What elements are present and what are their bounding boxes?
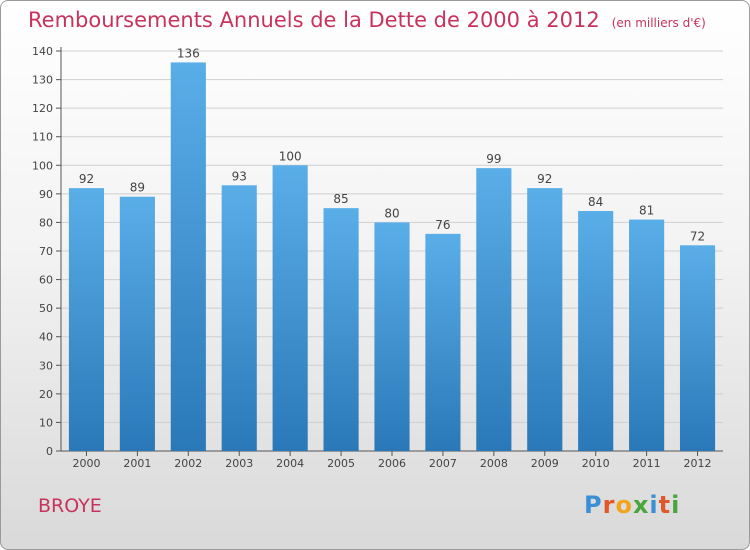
y-tick-label: 20 bbox=[39, 388, 53, 401]
y-tick-label: 80 bbox=[39, 216, 53, 229]
bar-value-label: 99 bbox=[486, 152, 501, 166]
bar bbox=[170, 62, 206, 452]
x-tick-label: 2009 bbox=[531, 457, 559, 470]
bar bbox=[476, 168, 512, 451]
bar bbox=[323, 208, 359, 451]
bar-value-label: 92 bbox=[537, 172, 552, 186]
bar-value-label: 84 bbox=[588, 195, 603, 209]
y-tick-label: 110 bbox=[32, 131, 53, 144]
x-tick-label: 2001 bbox=[123, 457, 151, 470]
bar bbox=[629, 219, 665, 451]
logo-letter: x bbox=[632, 491, 650, 519]
logo-letter: o bbox=[615, 491, 633, 519]
y-tick-label: 70 bbox=[39, 245, 53, 258]
x-tick-label: 2004 bbox=[276, 457, 304, 470]
bar bbox=[578, 211, 614, 451]
y-tick-label: 50 bbox=[39, 302, 53, 315]
bar-value-label: 100 bbox=[279, 149, 302, 163]
x-tick-label: 2005 bbox=[327, 457, 355, 470]
proxiti-logo: Proxiti bbox=[584, 491, 680, 519]
labels: 0 10 20 30 40 50 60 70 80 90 100 110 120 130 140 92 2000… bbox=[32, 45, 712, 470]
logo-letter: P bbox=[584, 491, 603, 519]
chart-title: Remboursements Annuels de la Dette de 20… bbox=[28, 8, 600, 32]
bar bbox=[119, 196, 155, 451]
y-tick-label: 140 bbox=[32, 45, 53, 58]
x-tick-label: 2002 bbox=[174, 457, 202, 470]
title-row: Remboursements Annuels de la Dette de 20… bbox=[28, 8, 706, 32]
bar bbox=[374, 222, 410, 451]
chart-unit-note: (en milliers d'€) bbox=[611, 16, 706, 30]
bar bbox=[679, 245, 716, 451]
bar-value-label: 136 bbox=[177, 46, 200, 60]
bar-value-label: 81 bbox=[639, 204, 654, 218]
x-tick-label: 2008 bbox=[480, 457, 508, 470]
x-tick-label: 2000 bbox=[72, 457, 100, 470]
y-tick-label: 40 bbox=[39, 331, 53, 344]
x-tick-label: 2012 bbox=[684, 457, 712, 470]
x-tick-label: 2006 bbox=[378, 457, 406, 470]
logo-letter: i bbox=[671, 491, 681, 519]
logo-letter: i bbox=[649, 491, 659, 519]
y-tick-label: 60 bbox=[39, 274, 53, 287]
y-tick-label: 0 bbox=[46, 445, 53, 458]
x-tick-label: 2007 bbox=[429, 457, 457, 470]
bar-value-label: 76 bbox=[435, 218, 450, 232]
x-tick-label: 2003 bbox=[225, 457, 253, 470]
bar bbox=[68, 188, 105, 451]
x-tick-label: 2011 bbox=[633, 457, 661, 470]
y-tick-label: 10 bbox=[39, 416, 53, 429]
logo-letter: t bbox=[658, 491, 672, 519]
x-tick-label: 2010 bbox=[582, 457, 610, 470]
bar-value-label: 85 bbox=[333, 192, 348, 206]
y-tick-label: 100 bbox=[32, 159, 53, 172]
bar-value-label: 92 bbox=[79, 172, 94, 186]
bar-value-label: 80 bbox=[384, 206, 399, 220]
bars bbox=[68, 62, 716, 452]
y-tick-label: 30 bbox=[39, 359, 53, 372]
commune-name: BROYE bbox=[38, 495, 102, 517]
bar bbox=[425, 233, 461, 451]
bar-value-label: 93 bbox=[232, 169, 247, 183]
bar bbox=[221, 185, 257, 452]
logo-letter: r bbox=[602, 491, 616, 519]
y-tick-label: 130 bbox=[32, 74, 53, 87]
bar-value-label: 89 bbox=[130, 181, 145, 195]
bar bbox=[272, 165, 308, 452]
bar bbox=[527, 188, 563, 451]
bar-value-label: 72 bbox=[690, 229, 705, 243]
y-tick-label: 90 bbox=[39, 188, 53, 201]
y-tick-label: 120 bbox=[32, 102, 53, 115]
